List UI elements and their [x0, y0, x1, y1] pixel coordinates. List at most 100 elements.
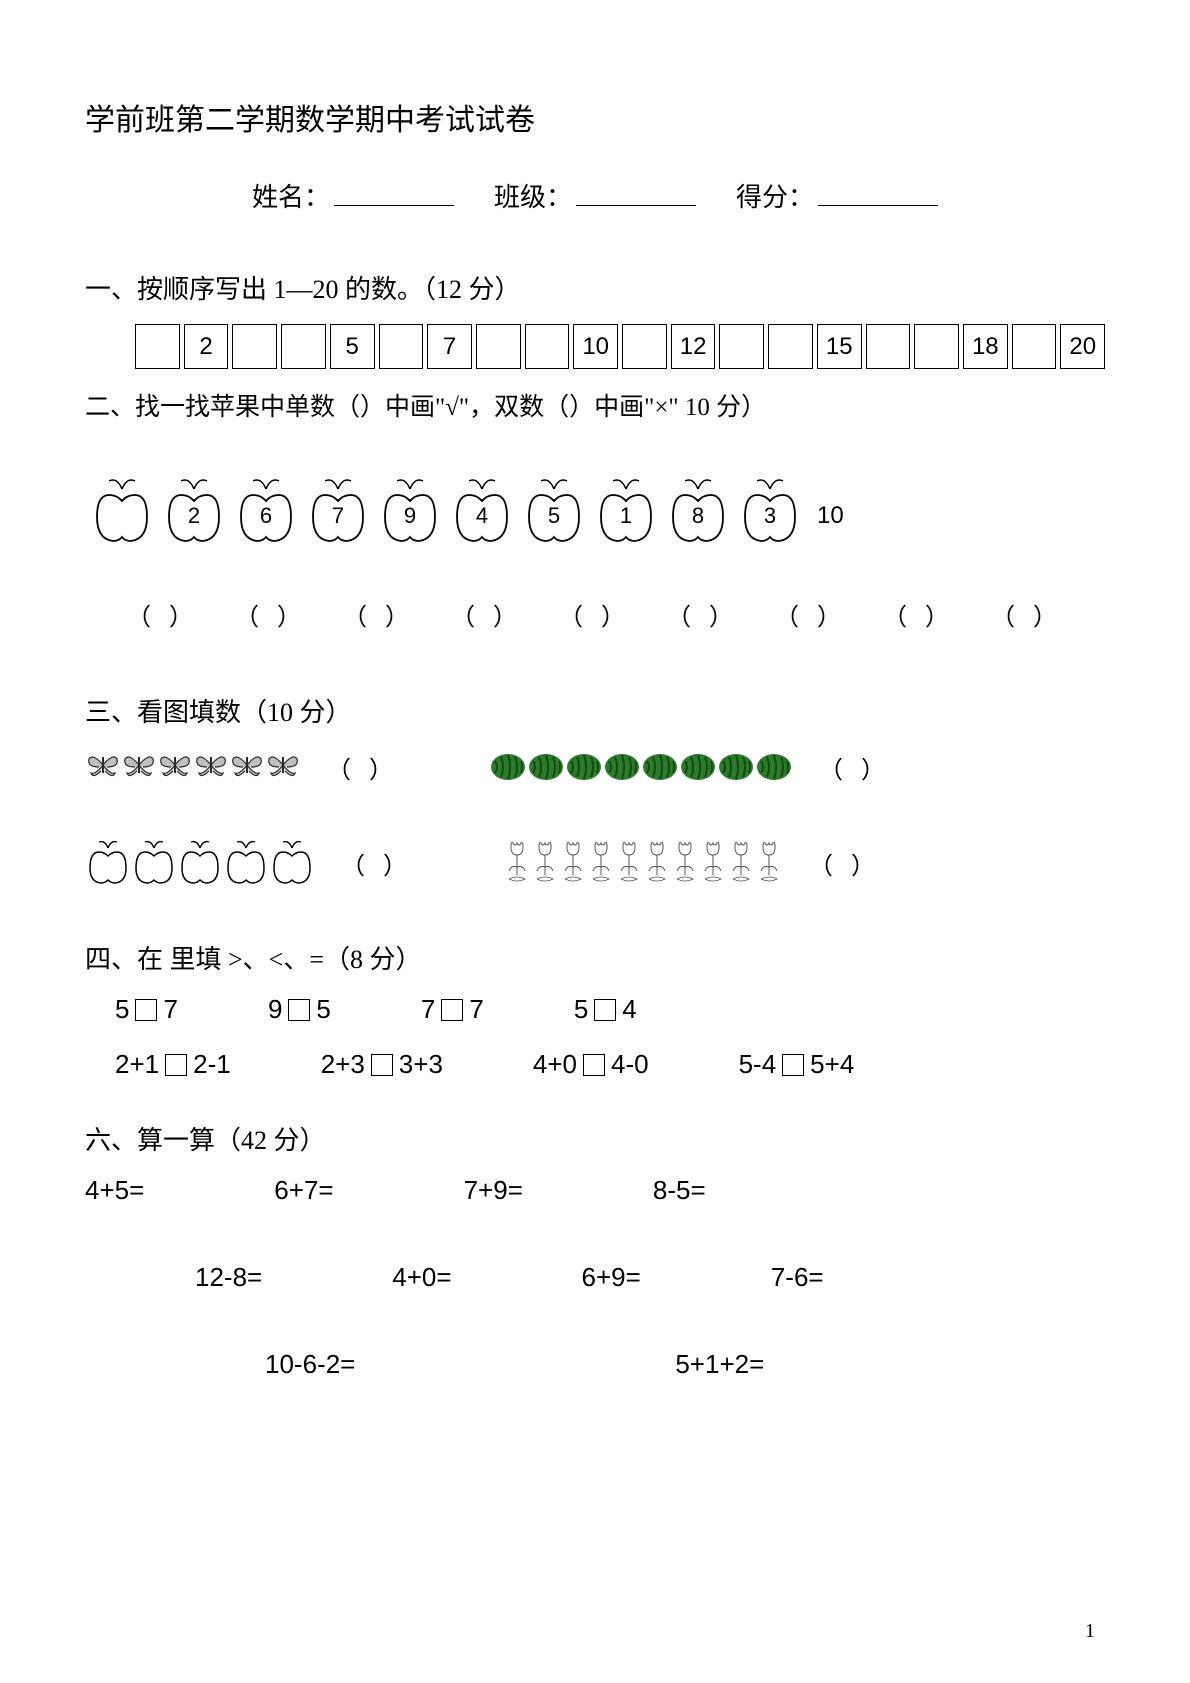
apple-outline-icons — [85, 836, 315, 891]
compare-left: 2+1 — [115, 1049, 159, 1080]
compare-box[interactable] — [594, 999, 616, 1021]
calc-item[interactable]: 5+1+2= — [675, 1349, 764, 1380]
compare-box[interactable] — [288, 999, 310, 1021]
compare-left: 2+3 — [321, 1049, 365, 1080]
section1-heading: 一、按顺序写出 1—20 的数。（12 分） — [85, 269, 1105, 306]
number-box[interactable] — [719, 324, 764, 369]
name-label: 姓名： — [252, 177, 330, 214]
apple-number: 8 — [692, 503, 704, 529]
apple-outline-icon — [85, 836, 131, 891]
number-box[interactable] — [232, 324, 277, 369]
compare-right: 3+3 — [399, 1049, 443, 1080]
tulip-icon — [503, 839, 531, 888]
number-box[interactable] — [866, 324, 911, 369]
compare-row-1: 57957754 — [115, 994, 1105, 1025]
calc-item[interactable]: 6+9= — [582, 1262, 641, 1293]
watermelon-icon — [641, 749, 679, 786]
compare-row-2: 2+12-12+33+34+04-05-45+4 — [115, 1049, 1105, 1080]
compare-box[interactable] — [371, 1054, 393, 1076]
watermelon-icons — [489, 749, 793, 786]
count-paren[interactable]: （ ） — [819, 750, 891, 785]
butterfly-icon — [229, 747, 265, 788]
info-row: 姓名： 班级： 得分： — [85, 177, 1105, 214]
score-field: 得分： — [736, 177, 938, 214]
calc-item[interactable]: 7+9= — [464, 1175, 523, 1206]
number-box[interactable] — [622, 324, 667, 369]
compare-item: 54 — [574, 994, 637, 1025]
number-box[interactable] — [768, 324, 813, 369]
apple-icon: 9 — [377, 471, 443, 547]
number-box[interactable] — [525, 324, 570, 369]
answer-paren[interactable]: （ ） — [235, 597, 307, 632]
number-box[interactable] — [379, 324, 424, 369]
name-field: 姓名： — [252, 177, 454, 214]
number-box[interactable] — [281, 324, 326, 369]
tulip-row: （ ） — [503, 836, 881, 891]
tulip-icon — [643, 839, 671, 888]
count-paren[interactable]: （ ） — [809, 846, 881, 881]
tulip-icon — [559, 839, 587, 888]
apple-icon: 7 — [305, 471, 371, 547]
score-label: 得分： — [736, 177, 814, 214]
answer-paren[interactable]: （ ） — [667, 597, 739, 632]
calc-item[interactable]: 8-5= — [653, 1175, 706, 1206]
answer-paren[interactable]: （ ） — [559, 597, 631, 632]
compare-left: 5 — [574, 994, 588, 1025]
calc-item[interactable]: 6+7= — [274, 1175, 333, 1206]
page-title: 学前班第二学期数学期中考试试卷 — [85, 95, 1105, 139]
apple-icon — [89, 471, 155, 547]
calc-item[interactable]: 10-6-2= — [265, 1349, 355, 1380]
compare-box[interactable] — [782, 1054, 804, 1076]
count-pair-1: （ ） （ ） — [85, 747, 1105, 836]
answer-paren[interactable]: （ ） — [991, 597, 1063, 632]
compare-box[interactable] — [135, 999, 157, 1021]
watermelon-icon — [565, 749, 603, 786]
compare-item: 95 — [268, 994, 331, 1025]
number-box[interactable] — [476, 324, 521, 369]
calc-item[interactable]: 4+0= — [392, 1262, 451, 1293]
answer-paren[interactable]: （ ） — [775, 597, 847, 632]
count-paren[interactable]: （ ） — [327, 750, 399, 785]
calc-item[interactable]: 12-8= — [195, 1262, 262, 1293]
number-sequence: 2571012151820 — [135, 324, 1105, 369]
butterfly-icon — [157, 747, 193, 788]
watermelon-row: （ ） — [489, 747, 891, 788]
name-blank[interactable] — [334, 180, 454, 206]
butterfly-icons — [85, 747, 301, 788]
compare-left: 7 — [421, 994, 435, 1025]
class-label: 班级： — [494, 177, 572, 214]
answer-paren[interactable]: （ ） — [127, 597, 199, 632]
apple-outline-icon — [269, 836, 315, 891]
class-field: 班级： — [494, 177, 696, 214]
tulip-icon — [671, 839, 699, 888]
compare-item: 57 — [115, 994, 178, 1025]
compare-item: 2+3 3+3 — [321, 1049, 443, 1080]
score-blank[interactable] — [818, 180, 938, 206]
answer-paren[interactable]: （ ） — [343, 597, 415, 632]
calc-item[interactable]: 4+5= — [85, 1175, 144, 1206]
apple-outline-icon — [177, 836, 223, 891]
class-blank[interactable] — [576, 180, 696, 206]
number-box[interactable] — [135, 324, 180, 369]
apple-icon: 1 — [593, 471, 659, 547]
apple-number-last: 10 — [817, 502, 844, 530]
calc-item[interactable]: 7-6= — [771, 1262, 824, 1293]
compare-box[interactable] — [441, 999, 463, 1021]
tulip-icon — [755, 839, 783, 888]
calc-row-3: 10-6-2= 5+1+2= — [265, 1349, 1105, 1380]
tulip-icon — [531, 839, 559, 888]
section6-heading: 六、算一算（42 分） — [85, 1120, 1105, 1157]
answer-paren[interactable]: （ ） — [451, 597, 523, 632]
compare-box[interactable] — [165, 1054, 187, 1076]
compare-box[interactable] — [583, 1054, 605, 1076]
number-box[interactable] — [914, 324, 959, 369]
number-box[interactable] — [1012, 324, 1057, 369]
tulip-icons — [503, 839, 783, 888]
butterfly-icon — [265, 747, 301, 788]
answer-paren[interactable]: （ ） — [883, 597, 955, 632]
apple-icon: 8 — [665, 471, 731, 547]
number-box: 20 — [1060, 324, 1105, 369]
compare-right: 5 — [316, 994, 330, 1025]
count-paren[interactable]: （ ） — [341, 846, 413, 881]
number-box: 2 — [184, 324, 229, 369]
